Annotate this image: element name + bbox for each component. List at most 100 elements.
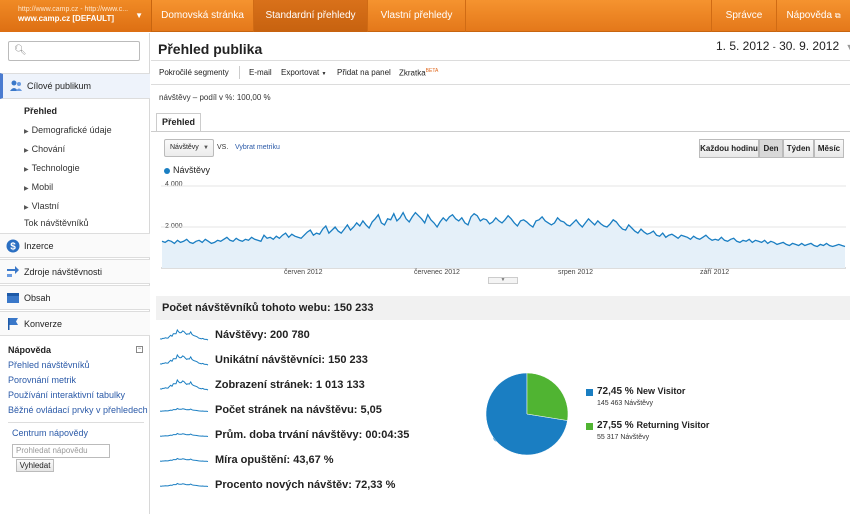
people-icon bbox=[10, 80, 22, 91]
tab-standard-reports[interactable]: Standardní přehledy bbox=[254, 0, 368, 32]
sparkline-path bbox=[159, 378, 209, 391]
legend-name: New Visitor bbox=[636, 386, 686, 396]
sidebar-item-overview[interactable]: Přehled bbox=[24, 106, 58, 116]
sparkline-path bbox=[159, 328, 209, 341]
beta-badge: BETA bbox=[425, 68, 439, 74]
sparkline-path bbox=[159, 407, 209, 412]
sidebar-item-label: Vlastní bbox=[31, 201, 60, 211]
sidebar-section-conversions[interactable]: Konverze bbox=[0, 311, 150, 336]
x-tick-label: srpen 2012 bbox=[558, 269, 594, 276]
sidebar-search-input[interactable]: 🔍︎ bbox=[8, 41, 140, 61]
help-link[interactable]: Nápověda ⧉ bbox=[776, 0, 850, 32]
metric-select[interactable]: Návštěvy ▼ bbox=[164, 139, 214, 157]
legend-swatch bbox=[164, 167, 170, 174]
help-panel-title: Nápověda bbox=[8, 345, 52, 355]
x-tick-label: září 2012 bbox=[700, 269, 730, 276]
tab-custom-reports[interactable]: Vlastní přehledy bbox=[368, 0, 466, 32]
sidebar-item-visitor-flow[interactable]: Tok návštěvníků bbox=[24, 218, 89, 228]
metric-label: Počet stránek na návštěvu: 5,05 bbox=[215, 404, 382, 416]
account-url: http://www.camp.cz - http://www.c... bbox=[18, 6, 129, 13]
metric-label: Unikátní návštěvníci: 150 233 bbox=[215, 354, 368, 366]
help-link-compare-metrics[interactable]: Porovnání metrik bbox=[8, 375, 77, 385]
sparkline-path bbox=[159, 457, 209, 462]
pick-metric-link[interactable]: Vybrat metriku bbox=[235, 144, 280, 151]
chart-series-line bbox=[161, 211, 846, 248]
add-to-dashboard-button[interactable]: Přidat na panel bbox=[337, 68, 391, 77]
chart-resize-handle[interactable]: ▼ bbox=[488, 277, 518, 284]
external-link-icon: ⧉ bbox=[834, 11, 841, 20]
sparkline-path bbox=[159, 353, 209, 366]
date-range-picker[interactable]: 1. 5. 2012 - 30. 9. 2012 ▼ bbox=[716, 39, 850, 53]
sparkline bbox=[159, 407, 209, 412]
help-center-link[interactable]: Centrum nápovědy bbox=[12, 428, 89, 438]
sidebar-section-content[interactable]: Obsah bbox=[0, 285, 150, 310]
date-separator: - bbox=[772, 42, 776, 52]
help-link-interactive-table[interactable]: Používání interaktivní tabulky bbox=[8, 390, 126, 400]
page-title: Přehled publika bbox=[158, 41, 263, 57]
sidebar-item-label: Mobil bbox=[31, 182, 54, 192]
advanced-segments-button[interactable]: Pokročilé segmenty bbox=[159, 68, 229, 77]
legend-percent: 27,55 % bbox=[597, 420, 634, 431]
sidebar-item-technology[interactable]: ▶ Technologie bbox=[24, 163, 80, 173]
granularity-day-button[interactable]: Den bbox=[759, 139, 783, 158]
sidebar-item-label: Demografické údaje bbox=[31, 125, 112, 135]
chart-area-fill bbox=[162, 212, 845, 268]
visits-line-chart[interactable] bbox=[161, 181, 846, 269]
legend-swatch bbox=[586, 389, 593, 396]
expand-triangle-icon: ▶ bbox=[24, 167, 29, 173]
sidebar-item-custom[interactable]: ▶ Vlastní bbox=[24, 201, 59, 211]
sidebar-item-mobile[interactable]: ▶ Mobil bbox=[24, 182, 53, 192]
report-area: Přehled publika 1. 5. 2012 - 30. 9. 2012… bbox=[151, 33, 850, 514]
help-link-visitors-overview[interactable]: Přehled návštěvníků bbox=[8, 360, 90, 370]
x-tick-label: červen 2012 bbox=[284, 269, 323, 276]
collapse-icon[interactable]: − bbox=[136, 346, 143, 353]
sidebar-section-traffic-sources[interactable]: Zdroje návštěvnosti bbox=[0, 259, 150, 284]
account-profile: www.camp.cz [DEFAULT] bbox=[18, 14, 115, 23]
legend-visits: 145 463 Návštěvy bbox=[597, 400, 654, 407]
shortcut-button[interactable]: ZkratkaBETA bbox=[399, 68, 438, 78]
legend-percent: 72,45 % bbox=[597, 386, 634, 397]
help-search-button[interactable]: Vyhledat bbox=[16, 459, 54, 472]
expand-triangle-icon: ▶ bbox=[24, 148, 29, 154]
export-label: Exportovat bbox=[281, 68, 320, 77]
sidebar-section-audience[interactable]: Cílové publikum bbox=[0, 73, 150, 99]
granularity-month-button[interactable]: Měsíc bbox=[814, 139, 844, 158]
divider bbox=[151, 84, 850, 85]
sparkline bbox=[159, 328, 209, 341]
sidebar-item-demographics[interactable]: ▶ Demografické údaje bbox=[24, 125, 112, 135]
tab-home[interactable]: Domovská stránka bbox=[152, 0, 254, 32]
vs-label: VS. bbox=[217, 144, 229, 151]
admin-link[interactable]: Správce bbox=[711, 0, 776, 32]
visitor-type-pie-chart[interactable] bbox=[485, 372, 569, 456]
sparkline bbox=[159, 378, 209, 391]
dollar-icon: $ bbox=[6, 239, 20, 253]
flag-icon bbox=[8, 318, 18, 330]
svg-text:$: $ bbox=[10, 242, 16, 253]
granularity-hourly-button[interactable]: Každou hodinu bbox=[699, 139, 759, 158]
sparkline-path bbox=[159, 432, 209, 437]
export-button[interactable]: Exportovat ▼ bbox=[281, 68, 326, 77]
expand-triangle-icon: ▶ bbox=[24, 129, 29, 135]
chart-legend: Návštěvy bbox=[164, 165, 210, 175]
divider bbox=[151, 60, 850, 61]
pie-slice-returning-visitor bbox=[526, 372, 569, 421]
content-icon bbox=[7, 293, 19, 303]
x-tick-label: červenec 2012 bbox=[414, 269, 460, 276]
granularity-week-button[interactable]: Týden bbox=[783, 139, 814, 158]
account-selector[interactable]: http://www.camp.cz - http://www.c... www… bbox=[0, 0, 152, 32]
divider bbox=[151, 131, 850, 132]
email-button[interactable]: E-mail bbox=[249, 68, 272, 77]
segment-indicator: návštěvy – podíl v %: 100,00 % bbox=[159, 93, 503, 442]
expand-triangle-icon: ▶ bbox=[24, 186, 29, 192]
sidebar-item-behavior[interactable]: ▶ Chování bbox=[24, 144, 65, 154]
legend-name: Returning Visitor bbox=[636, 420, 710, 430]
help-link-common-controls[interactable]: Běžné ovládací prvky v přehledech bbox=[8, 405, 148, 415]
sparkline bbox=[159, 482, 209, 487]
sidebar-section-label: Konverze bbox=[24, 319, 63, 329]
visitors-summary: Počet návštěvníků tohoto webu: 150 233 bbox=[156, 296, 850, 320]
sidebar-section-label: Zdroje návštěvnosti bbox=[24, 267, 103, 277]
sidebar-section-advertising[interactable]: $ Inzerce bbox=[0, 233, 150, 258]
help-search-input[interactable]: Prohledat nápovědu bbox=[12, 444, 110, 458]
date-to: 30. 9. 2012 bbox=[779, 39, 840, 53]
tab-overview[interactable]: Přehled bbox=[156, 113, 201, 132]
